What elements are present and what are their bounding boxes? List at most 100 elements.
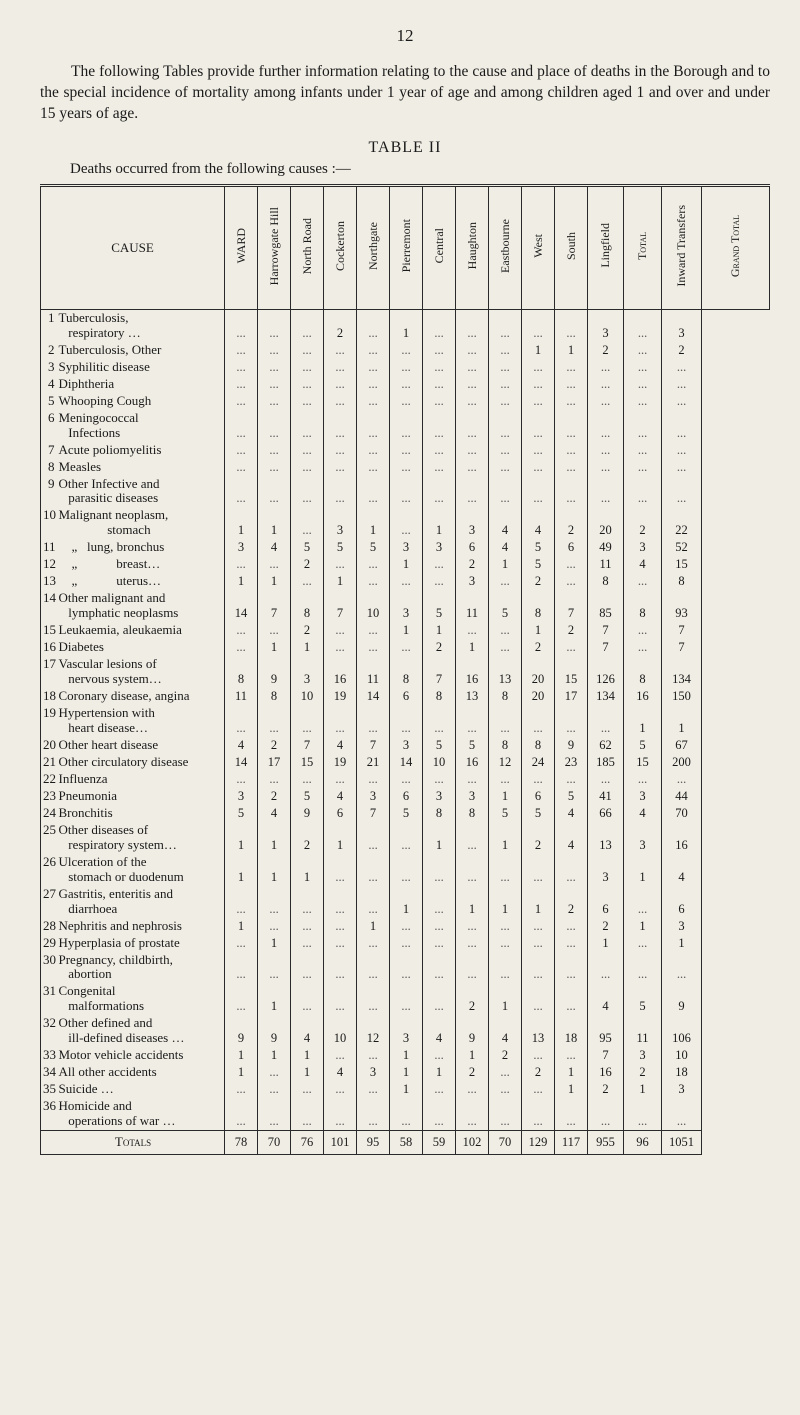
- totals-cell: 95: [357, 1131, 390, 1155]
- table-row: 22Influenza: [41, 771, 770, 788]
- cell: [489, 573, 522, 590]
- table-row: 32Other defined and ill-defined diseases…: [41, 1015, 770, 1047]
- cell: [456, 688, 489, 705]
- cell: [555, 1015, 588, 1047]
- cell: [456, 1098, 489, 1130]
- cell: [456, 459, 489, 476]
- cell: [624, 805, 662, 822]
- cell: [423, 376, 456, 393]
- cell: [390, 918, 423, 935]
- cell: [258, 1015, 291, 1047]
- cause-label: Hyperplasia of prostate: [57, 935, 225, 952]
- cell: [324, 1047, 357, 1064]
- cell: [588, 507, 624, 539]
- cause-label: Whooping Cough: [57, 393, 225, 410]
- row-number: 22: [41, 771, 57, 788]
- cell: [291, 590, 324, 622]
- cell: [555, 705, 588, 737]
- cell: [588, 459, 624, 476]
- cell: [390, 590, 423, 622]
- row-number: 31: [41, 983, 57, 1015]
- cell: [624, 622, 662, 639]
- cell: [588, 705, 624, 737]
- cell: [357, 410, 390, 442]
- cause-label: Diabetes: [57, 639, 225, 656]
- cell: [357, 935, 390, 952]
- cell: [588, 442, 624, 459]
- cell: [225, 1015, 258, 1047]
- cell: [456, 1081, 489, 1098]
- cause-label: Motor vehicle accidents: [57, 1047, 225, 1064]
- cell: [624, 854, 662, 886]
- cell: [662, 639, 702, 656]
- cell: [662, 935, 702, 952]
- cell: [489, 476, 522, 508]
- cell: [423, 556, 456, 573]
- row-number: 25: [41, 822, 57, 854]
- cell: [390, 822, 423, 854]
- cell: [225, 1064, 258, 1081]
- cell: [662, 1064, 702, 1081]
- cell: [423, 1015, 456, 1047]
- cell: [423, 1047, 456, 1064]
- cell: [324, 309, 357, 341]
- cell: [291, 342, 324, 359]
- cell: [258, 788, 291, 805]
- cell: [258, 376, 291, 393]
- cell: [390, 342, 423, 359]
- cell: [522, 442, 555, 459]
- cell: [624, 1081, 662, 1098]
- cell: [522, 507, 555, 539]
- cell: [522, 1047, 555, 1064]
- cell: [489, 342, 522, 359]
- cell: [662, 556, 702, 573]
- row-number: 11: [41, 539, 57, 556]
- cell: [225, 688, 258, 705]
- cell: [258, 952, 291, 984]
- cell: [662, 983, 702, 1015]
- cell: [357, 688, 390, 705]
- cell: [258, 771, 291, 788]
- cell: [225, 822, 258, 854]
- cell: [324, 952, 357, 984]
- cell: [522, 573, 555, 590]
- cause-label: Other Infective and parasitic diseases: [57, 476, 225, 508]
- cell: [624, 507, 662, 539]
- cell: [662, 507, 702, 539]
- cell: [225, 854, 258, 886]
- table-row: 33Motor vehicle accidents: [41, 1047, 770, 1064]
- cell: [225, 309, 258, 341]
- cause-label: „ uterus…: [57, 573, 225, 590]
- cell: [225, 886, 258, 918]
- cell: [662, 805, 702, 822]
- cell: [456, 705, 489, 737]
- cell: [489, 622, 522, 639]
- cell: [662, 459, 702, 476]
- table-row: 10Malignant neoplasm, stomach: [41, 507, 770, 539]
- cell: [522, 1015, 555, 1047]
- table-row: 28Nephritis and nephrosis: [41, 918, 770, 935]
- cell: [357, 788, 390, 805]
- cell: [291, 1081, 324, 1098]
- cell: [225, 410, 258, 442]
- cell: [291, 476, 324, 508]
- table-row: 19Hypertension with heart disease…: [41, 705, 770, 737]
- cell: [456, 442, 489, 459]
- cell: [423, 754, 456, 771]
- cell: [662, 393, 702, 410]
- totals-cell: 102: [456, 1131, 489, 1155]
- cell: [624, 918, 662, 935]
- totals-cell: 59: [423, 1131, 456, 1155]
- cell: [588, 1064, 624, 1081]
- cell: [258, 918, 291, 935]
- cell: [225, 1047, 258, 1064]
- table-row: 8Measles: [41, 459, 770, 476]
- table-row: 1Tuberculosis, respiratory …: [41, 309, 770, 341]
- cell: [225, 935, 258, 952]
- cell: [624, 1064, 662, 1081]
- cell: [588, 410, 624, 442]
- cell: [291, 1015, 324, 1047]
- cell: [357, 822, 390, 854]
- cell: [357, 309, 390, 341]
- cell: [390, 771, 423, 788]
